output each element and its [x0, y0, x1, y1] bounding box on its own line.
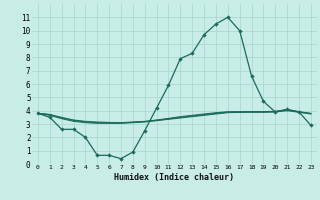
X-axis label: Humidex (Indice chaleur): Humidex (Indice chaleur): [115, 173, 234, 182]
